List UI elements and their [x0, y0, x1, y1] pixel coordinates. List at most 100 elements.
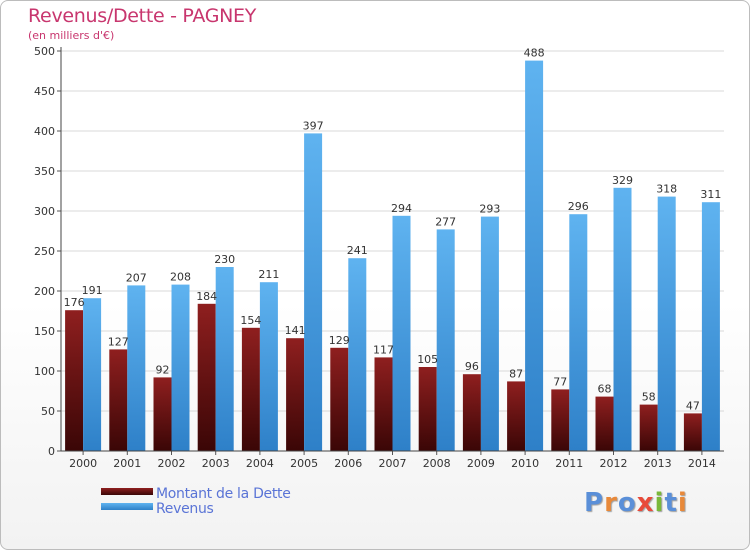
y-tick-label: 250: [34, 245, 55, 258]
legend-swatch-debt: [101, 488, 153, 495]
x-tick-label: 2011: [555, 457, 583, 470]
data-label-debt-2009: 96: [465, 360, 479, 373]
bar-debt-2007: [374, 357, 393, 451]
x-tick-label: 2005: [290, 457, 318, 470]
data-label-revenus-2008: 277: [435, 215, 456, 228]
x-tick-label: 2001: [113, 457, 141, 470]
bar-revenus-2003: [215, 267, 234, 451]
logo-letter: o: [617, 488, 637, 518]
x-tick-label: 2012: [600, 457, 628, 470]
bar-revenus-2000: [83, 298, 102, 451]
bar-revenus-2005: [304, 133, 323, 451]
logo-letter: P: [584, 488, 605, 518]
data-label-debt-2004: 154: [240, 314, 261, 327]
bar-revenus-2011: [569, 214, 588, 451]
bar-debt-2008: [418, 367, 437, 451]
data-label-revenus-2012: 329: [612, 174, 633, 187]
data-label-debt-2000: 176: [64, 296, 85, 309]
logo-letter: x: [636, 488, 655, 518]
bar-revenus-2009: [480, 216, 499, 451]
bar-debt-2010: [507, 381, 526, 451]
logo-letter: t: [664, 488, 678, 518]
y-tick-label: 500: [34, 45, 55, 58]
y-tick-label: 0: [48, 445, 55, 458]
chart-subtitle: (en milliers d'€): [28, 29, 115, 42]
proxiti-logo: Proxiti: [584, 488, 688, 518]
data-label-revenus-2001: 207: [126, 271, 147, 284]
data-label-revenus-2011: 296: [568, 200, 589, 213]
bar-revenus-2001: [127, 285, 146, 451]
y-tick-label: 100: [34, 365, 55, 378]
x-tick-label: 2014: [688, 457, 716, 470]
bar-revenus-2006: [348, 258, 367, 451]
data-label-debt-2014: 47: [686, 399, 700, 412]
x-tick-label: 2006: [334, 457, 362, 470]
x-tick-label: 2009: [467, 457, 495, 470]
data-label-debt-2012: 68: [598, 383, 612, 396]
bar-debt-2004: [241, 327, 260, 451]
data-label-debt-2005: 141: [285, 324, 306, 337]
bar-debt-2005: [286, 338, 305, 451]
data-label-revenus-2007: 294: [391, 202, 412, 215]
bar-debt-2013: [639, 404, 658, 451]
bar-debt-2009: [462, 374, 481, 451]
data-label-debt-2011: 77: [553, 375, 567, 388]
y-tick-label: 150: [34, 325, 55, 338]
legend-swatch-revenus: [101, 503, 153, 510]
data-label-debt-2010: 87: [509, 367, 523, 380]
bar-revenus-2004: [259, 282, 278, 451]
x-tick-label: 2002: [158, 457, 186, 470]
x-tick-label: 2010: [511, 457, 539, 470]
data-label-revenus-2010: 488: [524, 47, 545, 60]
data-label-revenus-2003: 230: [214, 253, 235, 266]
logo-letter: i: [654, 488, 665, 518]
bar-debt-2001: [109, 349, 128, 451]
bar-debt-2011: [551, 389, 570, 451]
y-tick-label: 50: [41, 405, 55, 418]
bar-debt-2003: [197, 303, 216, 451]
data-label-revenus-2002: 208: [170, 271, 191, 284]
data-label-debt-2008: 105: [417, 353, 438, 366]
bar-debt-2002: [153, 377, 172, 451]
bar-revenus-2014: [701, 202, 720, 451]
data-label-debt-2002: 92: [156, 363, 170, 376]
data-label-revenus-2004: 211: [258, 268, 279, 281]
bar-revenus-2013: [657, 196, 676, 451]
legend-label-debt: Montant de la Dette: [156, 486, 291, 502]
y-tick-label: 350: [34, 165, 55, 178]
x-tick-label: 2013: [644, 457, 672, 470]
y-tick-label: 300: [34, 205, 55, 218]
data-label-debt-2013: 58: [642, 391, 656, 404]
data-label-debt-2001: 127: [108, 335, 129, 348]
bar-revenus-2010: [525, 60, 544, 451]
data-label-revenus-2006: 241: [347, 244, 368, 257]
x-tick-label: 2003: [202, 457, 230, 470]
data-label-revenus-2009: 293: [479, 203, 500, 216]
bar-revenus-2002: [171, 284, 190, 451]
data-label-revenus-2005: 397: [303, 119, 324, 132]
y-tick-label: 450: [34, 85, 55, 98]
data-label-debt-2006: 129: [329, 334, 350, 347]
x-tick-label: 2000: [69, 457, 97, 470]
x-tick-label: 2004: [246, 457, 274, 470]
data-label-revenus-2013: 318: [656, 183, 677, 196]
bar-debt-2014: [683, 413, 702, 451]
x-tick-label: 2008: [423, 457, 451, 470]
bar-revenus-2007: [392, 215, 411, 451]
bar-debt-2006: [330, 347, 349, 451]
bar-debt-2000: [65, 310, 84, 451]
legend-label-revenus: Revenus: [156, 501, 214, 517]
logo-letter: i: [677, 488, 688, 518]
x-tick-label: 2007: [379, 457, 407, 470]
data-label-revenus-2014: 311: [700, 188, 721, 201]
y-tick-label: 400: [34, 125, 55, 138]
bar-revenus-2008: [436, 229, 455, 451]
logo-letter: r: [604, 488, 618, 518]
axis-layer: 0 50 100 150 200 250 300 350 400 450 500 2000 2001 20…: [34, 45, 724, 470]
bar-revenus-2012: [613, 187, 632, 452]
bars-layer: [65, 60, 720, 452]
bar-debt-2012: [595, 396, 614, 451]
chart-title: Revenus/Dette - PAGNEY: [28, 5, 257, 27]
